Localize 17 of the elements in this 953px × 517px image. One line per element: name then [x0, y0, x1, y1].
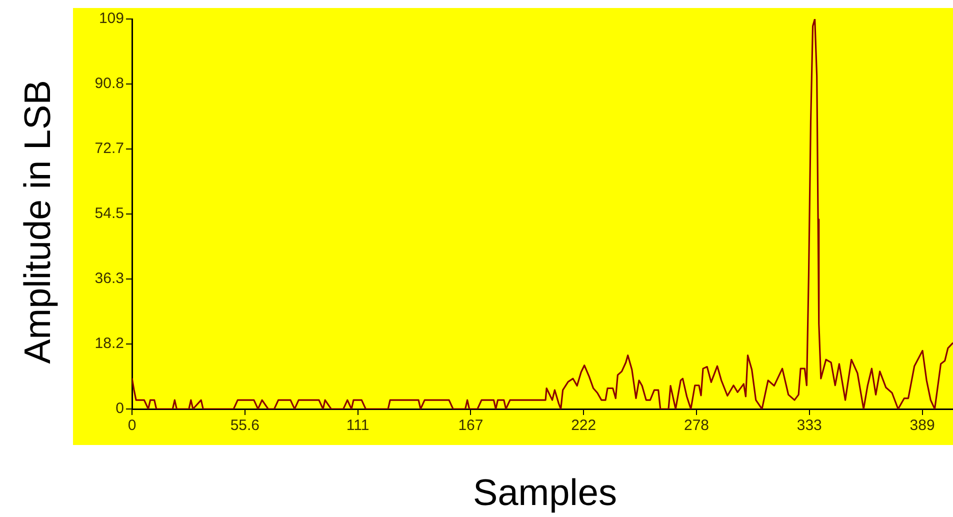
- x-tick-label: 278: [684, 417, 710, 434]
- x-tick-label: 55.6: [230, 417, 260, 434]
- y-tick-label: 18.2: [94, 335, 124, 352]
- y-tick-label: 36.3: [94, 270, 124, 288]
- y-tick-label: 54.5: [94, 205, 124, 222]
- y-tick-label: 90.8: [94, 75, 124, 92]
- x-tick-label: 0: [128, 417, 136, 434]
- y-tick-label: 109: [98, 10, 124, 28]
- x-tick-label: 167: [458, 417, 484, 434]
- x-tick-label: 111: [346, 417, 370, 434]
- x-tick-label: 222: [571, 417, 596, 434]
- y-tick-label: 0: [116, 400, 124, 418]
- x-tick-label: 389: [910, 417, 935, 434]
- x-axis-title: Samples: [473, 472, 617, 514]
- y-tick-label: 72.7: [94, 140, 124, 158]
- x-tick-label: 333: [796, 417, 822, 434]
- y-axis-title: Amplitude in LSB: [17, 80, 59, 364]
